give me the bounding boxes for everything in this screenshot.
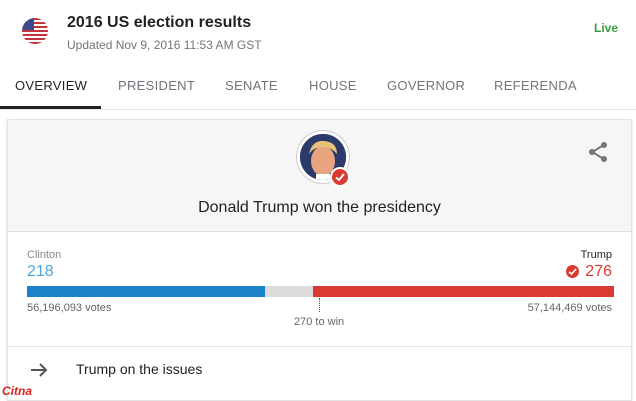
- live-badge: Live: [593, 21, 618, 35]
- clinton-name: Clinton: [27, 249, 62, 261]
- updated-timestamp: Updated Nov 9, 2016 11:53 AM GST: [67, 38, 262, 52]
- trump-electoral-votes: 276: [585, 263, 612, 280]
- active-tab-indicator: [0, 106, 101, 109]
- electoral-vote-bar: [27, 286, 614, 297]
- winner-check-icon: [330, 167, 350, 187]
- issues-link[interactable]: Trump on the issues: [8, 347, 631, 395]
- tab-house[interactable]: HOUSE: [309, 78, 357, 93]
- us-flag-icon: [22, 18, 48, 44]
- share-icon[interactable]: [586, 140, 610, 164]
- page-title: 2016 US election results: [67, 14, 252, 31]
- threshold-marker: [319, 298, 320, 312]
- tab-senate[interactable]: SENATE: [225, 78, 278, 93]
- trump-bar-segment: [313, 286, 614, 297]
- trump-popular-votes: 57,144,469 votes: [527, 302, 612, 314]
- tab-president[interactable]: PRESIDENT: [118, 78, 196, 93]
- tab-overview[interactable]: OVERVIEW: [15, 78, 88, 93]
- tab-governor[interactable]: GOVERNOR: [387, 78, 466, 93]
- clinton-bar-segment: [27, 286, 265, 297]
- divider: [8, 346, 631, 347]
- header: 2016 US election results Updated Nov 9, …: [0, 0, 636, 62]
- winner-avatar: [297, 131, 349, 183]
- arrow-right-icon: [28, 359, 50, 381]
- watermark-logo: Citna: [2, 384, 32, 398]
- winner-headline: Donald Trump won the presidency: [198, 199, 441, 216]
- results-card: Donald Trump won the presidency Clinton …: [7, 119, 632, 401]
- tab-bar: OVERVIEW PRESIDENT SENATE HOUSE GOVERNOR…: [0, 62, 636, 110]
- clinton-electoral-votes: 218: [27, 263, 54, 280]
- clinton-popular-votes: 56,196,093 votes: [27, 302, 112, 314]
- winner-check-small-icon: [566, 265, 579, 278]
- issues-link-label: Trump on the issues: [76, 361, 203, 377]
- tab-referenda[interactable]: REFERENDA: [494, 78, 577, 93]
- threshold-label: 270 to win: [294, 316, 345, 328]
- trump-name: Trump: [580, 249, 612, 261]
- winner-banner: Donald Trump won the presidency: [8, 120, 631, 232]
